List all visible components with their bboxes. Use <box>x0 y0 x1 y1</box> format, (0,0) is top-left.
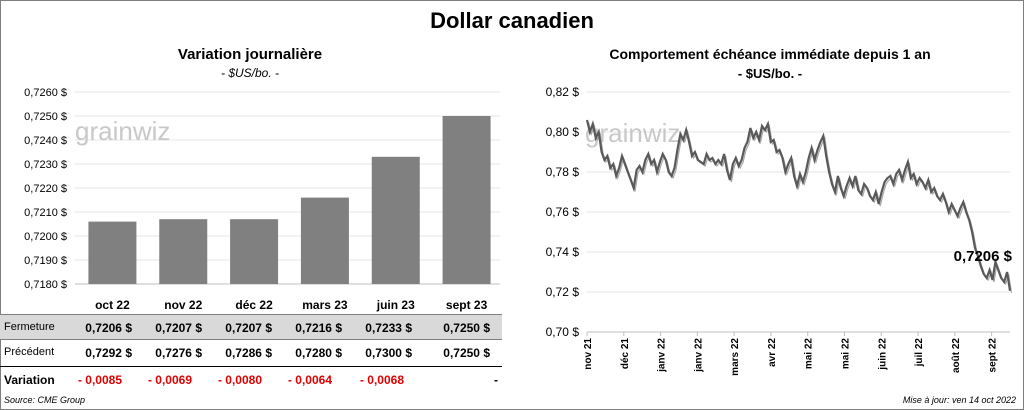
table-cell: 0,7292 $ <box>85 346 132 360</box>
table-cell: - 0,0080 <box>217 373 262 387</box>
last-value-label: 0,7206 $ <box>954 248 1013 265</box>
update-note: Mise à jour: ven 14 oct 2022 <box>902 395 1016 405</box>
table-row-fermeture: Fermeture 0,7206 $ 0,7207 $ 0,7207 $ 0,7… <box>0 314 502 340</box>
x-tick-label: juin 22 <box>877 338 888 371</box>
table-cell: 0,7207 $ <box>225 321 272 335</box>
y-tick-label: 0,82 $ <box>546 85 580 99</box>
x-tick-label: juin 23 <box>376 298 415 312</box>
bar <box>300 197 349 284</box>
table-cell: - 0,0069 <box>147 373 192 387</box>
line-chart: grainwiz 0,70 $0,72 $0,74 $0,76 $0,78 $0… <box>546 85 1013 376</box>
table-cell: 0,7216 $ <box>295 321 342 335</box>
table-cell: 0,7207 $ <box>155 321 202 335</box>
y-tick-label: 0,7220 $ <box>24 183 67 195</box>
y-tick-label: 0,78 $ <box>546 165 580 179</box>
watermark-logo: grainwiz <box>75 116 170 146</box>
table-cell: 0,7250 $ <box>443 321 490 335</box>
x-tick-label: déc 21 <box>620 338 631 370</box>
series-line-shadow <box>587 121 1013 293</box>
y-tick-label: 0,74 $ <box>546 245 580 259</box>
table-cell: - 0,0085 <box>77 373 122 387</box>
table-cell: 0,7300 $ <box>365 346 412 360</box>
table-cell: 0,7280 $ <box>295 346 342 360</box>
table-cell: 0,7286 $ <box>225 346 272 360</box>
table-cell: 0,7206 $ <box>85 321 132 335</box>
y-tick-label: 0,70 $ <box>546 325 580 339</box>
y-tick-label: 0,7200 $ <box>24 231 67 243</box>
table-cell: - <box>494 373 498 387</box>
y-tick-label: 0,7250 $ <box>24 111 67 123</box>
table-cell: 0,7250 $ <box>443 346 490 360</box>
table-row-variation: Variation - 0,0085 - 0,0069 - 0,0080 - 0… <box>0 366 502 392</box>
y-tick-label: 0,7190 $ <box>24 255 67 267</box>
x-tick-label: mars 23 <box>302 298 348 312</box>
bar-chart: grainwiz 0,7180 $ 0,7190 $ 0,7200 $ 0,7210 … <box>24 87 500 312</box>
table-cell: - 0,0064 <box>287 373 332 387</box>
x-tick-label: nov 22 <box>164 298 202 312</box>
x-tick-label: mai 22 <box>840 338 851 370</box>
x-tick-label: oct 22 <box>95 298 130 312</box>
row-label: Variation <box>4 373 55 387</box>
y-tick-label: 0,7210 $ <box>24 207 67 219</box>
y-tick-label: 0,80 $ <box>546 125 580 139</box>
x-tick-label: mai 22 <box>804 338 815 370</box>
x-tick-label: août 22 <box>951 338 962 373</box>
x-tick-label: nov 21 <box>583 338 594 370</box>
y-tick-label: 0,7260 $ <box>24 87 67 99</box>
right-chart-unit: - $US/bo. - <box>737 66 803 81</box>
bar <box>371 156 420 284</box>
left-chart-unit: - $US/bo. - <box>220 66 280 80</box>
right-chart-title: Comportement échéance immédiate depuis 1… <box>609 46 931 62</box>
table-cell: - 0,0068 <box>359 373 404 387</box>
bar <box>88 221 137 284</box>
table-row-precedent: Précédent 0,7292 $ 0,7276 $ 0,7286 $ 0,7… <box>0 340 502 366</box>
x-tick-label: sept 23 <box>446 298 488 312</box>
x-tick-label: janv 22 <box>657 338 668 373</box>
left-chart-title: Variation journalière <box>177 46 323 63</box>
source-note: Source: CME Group <box>4 395 86 405</box>
row-label: Fermeture <box>4 321 55 333</box>
y-tick-label: 0,76 $ <box>546 205 580 219</box>
bar <box>442 116 491 284</box>
table-cell: 0,7233 $ <box>365 321 412 335</box>
row-label: Précédent <box>4 346 55 358</box>
y-tick-label: 0,7180 $ <box>24 279 67 291</box>
bar <box>230 219 279 284</box>
x-tick-label: sept 22 <box>988 338 999 373</box>
series-line <box>585 119 1012 291</box>
y-tick-label: 0,72 $ <box>546 285 580 299</box>
x-tick-label: déc 22 <box>235 298 273 312</box>
x-tick-label: janv 22 <box>693 338 704 373</box>
y-tick-label: 0,7240 $ <box>24 135 67 147</box>
x-tick-label: avr 22 <box>767 338 778 367</box>
table-cell: 0,7276 $ <box>155 346 202 360</box>
y-tick-label: 0,7230 $ <box>24 159 67 171</box>
x-tick-label: juil 22 <box>914 338 925 368</box>
x-tick-label: mars 22 <box>730 338 741 376</box>
main-title: Dollar canadien <box>430 8 594 33</box>
bar <box>159 219 208 284</box>
